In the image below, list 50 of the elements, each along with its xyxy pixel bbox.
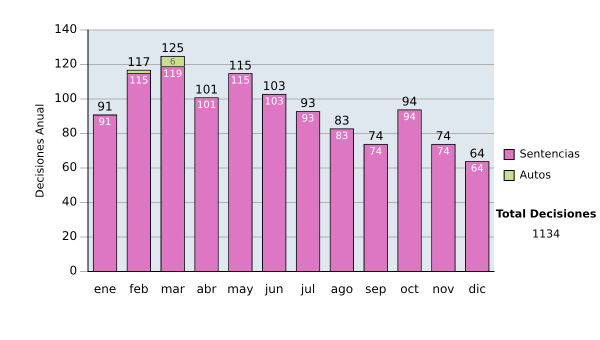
total-label: 103: [262, 78, 286, 93]
x-tick-label: ago: [330, 282, 354, 296]
text: Total Decisiones: [496, 207, 597, 220]
x-tick-label: oct: [400, 282, 420, 296]
data-label: 103: [264, 96, 284, 108]
data-label: 115: [230, 76, 250, 87]
x-tick-label: jun: [264, 282, 284, 296]
total-label: 115: [228, 58, 252, 72]
data-label: 83: [336, 130, 348, 142]
y-tick-label: 120: [54, 56, 78, 71]
y-tick-label: 0: [69, 264, 78, 278]
x-tick-label: abr: [196, 282, 217, 296]
y-tick-label: 20: [62, 229, 78, 244]
legend-label: Autos: [520, 168, 552, 182]
total-label: 101: [195, 82, 218, 96]
total-label: 94: [402, 94, 418, 109]
data-label: 94: [403, 112, 416, 123]
data-label: 64: [470, 164, 484, 175]
total-label: 91: [97, 100, 113, 114]
data-label: 91: [98, 117, 112, 128]
x-tick-label: dic: [468, 282, 486, 296]
y-tick-label: 40: [62, 194, 78, 209]
data-label: 101: [196, 100, 216, 111]
data-label: 93: [302, 114, 314, 125]
data-label: 74: [437, 146, 450, 158]
text: 1134: [532, 227, 560, 240]
data-label: 119: [163, 68, 182, 80]
x-tick-label: ene: [94, 282, 116, 296]
total-label: 83: [334, 113, 350, 128]
legend-label: Sentencias: [520, 147, 580, 160]
data-label: 6: [170, 57, 176, 68]
data-label: 74: [369, 146, 382, 158]
total-label: 117: [127, 54, 150, 69]
total-label: 74: [368, 129, 384, 144]
x-tick-label: mar: [160, 282, 185, 296]
x-tick-label: feb: [129, 282, 148, 296]
y-axis-title: Decisiones Anual: [33, 104, 46, 198]
total-label: 64: [470, 146, 485, 160]
total-label: 74: [436, 129, 452, 144]
data-label: 115: [129, 76, 148, 87]
y-tick-label: 60: [62, 160, 78, 174]
x-tick-label: may: [227, 282, 254, 296]
x-tick-label: nov: [432, 282, 454, 296]
y-tick-label: 140: [54, 22, 78, 36]
total-label: 125: [161, 41, 184, 56]
x-tick-label: sep: [365, 282, 386, 296]
y-tick-label: 80: [62, 126, 78, 140]
x-tick-label: jul: [300, 282, 316, 296]
total-label: 93: [300, 96, 316, 110]
y-tick-label: 100: [54, 91, 78, 106]
